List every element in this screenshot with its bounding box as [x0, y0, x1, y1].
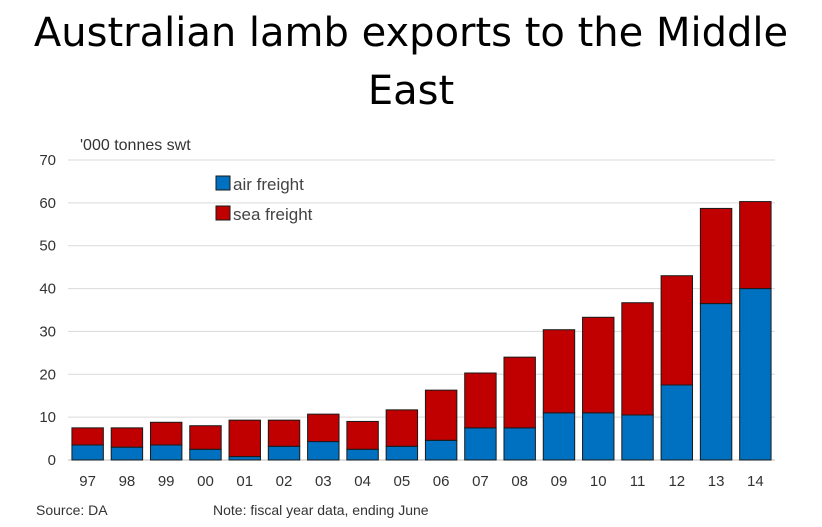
x-tick-label: 06	[433, 473, 450, 490]
y-tick-label: 60	[39, 195, 56, 212]
bar-air-freight-97	[71, 444, 104, 461]
x-tick-label: 99	[158, 473, 175, 490]
x-tick-label: 02	[276, 473, 293, 490]
bar-air-freight-09	[542, 412, 576, 461]
x-tick-label: 07	[472, 473, 489, 490]
x-tick-label: 11	[630, 473, 646, 490]
bar-sea-freight-08	[503, 356, 536, 429]
y-tick-label: 0	[48, 452, 56, 469]
x-tick-label: 98	[119, 473, 136, 490]
x-tick-label: 03	[315, 473, 332, 490]
y-tick-label: 20	[39, 366, 56, 383]
bar-sea-freight-14	[739, 201, 772, 290]
bar-air-freight-07	[464, 427, 497, 461]
bar-sea-freight-07	[464, 372, 497, 429]
bar-sea-freight-02	[267, 419, 301, 447]
bar-air-freight-11	[621, 414, 654, 461]
bar-sea-freight-99	[149, 421, 183, 446]
x-axis-tick-labels: 97 98 99 00 01 02 03 04 05 06 07 08 09 10 11 12 13 14	[79, 473, 763, 490]
bar-sea-freight-01	[228, 419, 261, 458]
gridlines	[68, 159, 775, 461]
legend-label: sea freight	[233, 205, 313, 224]
chart-title: Australian lamb exports to the Middle Ea…	[33, 10, 789, 114]
y-tick-label: 50	[39, 238, 56, 255]
x-tick-label: 01	[236, 473, 253, 490]
x-tick-label: 97	[79, 473, 96, 490]
y-tick-label: 70	[39, 152, 56, 169]
bar-air-freight-99	[149, 444, 183, 461]
x-tick-label: 05	[394, 473, 411, 490]
x-tick-label: 13	[708, 473, 725, 490]
bar-air-freight-01	[228, 456, 261, 461]
y-tick-label: 40	[39, 281, 56, 298]
bar-sea-freight-98	[110, 427, 144, 448]
bar-air-freight-10	[582, 412, 615, 461]
bar-air-freight-06	[424, 439, 458, 461]
x-tick-label: 12	[668, 473, 685, 490]
bar-sea-freight-03	[307, 413, 340, 443]
legend-swatch	[215, 205, 231, 221]
bars	[71, 201, 772, 461]
fiscal-year-note: Note: fiscal year data, ending June	[213, 502, 429, 518]
y-tick-label: 30	[39, 323, 56, 340]
bar-sea-freight-10	[582, 316, 615, 414]
bar-air-freight-12	[660, 384, 694, 461]
bar-air-freight-05	[385, 445, 419, 461]
x-tick-label: 08	[511, 473, 528, 490]
bar-sea-freight-06	[424, 389, 458, 441]
bar-air-freight-98	[110, 446, 144, 461]
x-tick-label: 04	[354, 473, 371, 490]
bar-sea-freight-13	[699, 207, 733, 305]
x-tick-label: 10	[590, 473, 607, 490]
bar-air-freight-08	[503, 427, 536, 461]
y-axis-unit-label: '000 tonnes swt	[80, 137, 191, 154]
bar-air-freight-00	[189, 448, 222, 461]
x-tick-label: 14	[747, 473, 764, 490]
legend-swatch	[215, 175, 231, 191]
bar-air-freight-13	[699, 303, 733, 461]
bar-sea-freight-04	[346, 420, 379, 450]
bar-air-freight-14	[739, 288, 772, 461]
x-tick-label: 09	[551, 473, 568, 490]
bar-air-freight-03	[307, 441, 340, 461]
bar-sea-freight-09	[542, 329, 576, 414]
source-note: Source: DA	[36, 502, 108, 518]
bar-sea-freight-05	[385, 409, 419, 447]
bar-air-freight-02	[267, 445, 301, 461]
bar-sea-freight-11	[621, 302, 654, 416]
bar-sea-freight-97	[71, 427, 104, 446]
x-tick-label: 00	[197, 473, 214, 490]
y-axis-tick-labels: 0 10 20 30 40 50 60 70	[39, 152, 56, 469]
bar-sea-freight-00	[189, 425, 222, 450]
legend-label: air freight	[233, 175, 304, 194]
y-tick-label: 10	[39, 409, 56, 426]
legend: air freight sea freight	[215, 175, 313, 224]
bar-air-freight-04	[346, 448, 379, 461]
bar-sea-freight-12	[660, 275, 694, 386]
